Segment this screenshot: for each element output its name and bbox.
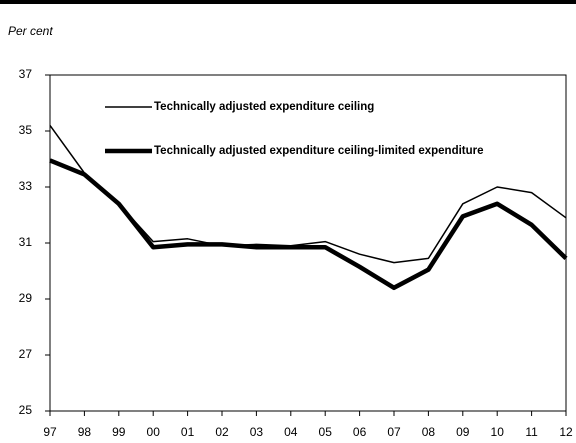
legend-label: Technically adjusted expenditure ceiling — [154, 101, 374, 113]
x-tick-label: 03 — [250, 425, 264, 439]
x-tick-label: 02 — [215, 425, 229, 439]
y-tick-label: 25 — [19, 403, 33, 417]
x-tick-label: 06 — [353, 425, 367, 439]
legend-label: Technically adjusted expenditure ceiling… — [154, 145, 484, 157]
y-tick-label: 35 — [19, 123, 33, 137]
x-tick-label: 09 — [456, 425, 470, 439]
x-tick-label: 10 — [491, 425, 505, 439]
series-line — [49, 158, 568, 291]
x-tick-label: 99 — [112, 425, 126, 439]
x-tick-label: 97 — [43, 425, 57, 439]
y-tick-label: 33 — [19, 179, 33, 193]
x-tick-label: 12 — [559, 425, 573, 439]
x-tick-label: 98 — [78, 425, 92, 439]
y-tick-label: 29 — [19, 291, 33, 305]
x-tick-label: 00 — [147, 425, 161, 439]
x-tick-label: 08 — [422, 425, 436, 439]
top-rule — [0, 0, 576, 4]
y-tick-label: 31 — [19, 235, 33, 249]
x-tick-label: 07 — [387, 425, 401, 439]
x-tick-label: 04 — [284, 425, 298, 439]
x-tick-label: 01 — [181, 425, 195, 439]
y-tick-label: 37 — [19, 67, 33, 81]
x-tick-label: 11 — [525, 425, 538, 439]
y-tick-label: 27 — [19, 347, 33, 361]
x-tick-label: 05 — [319, 425, 333, 439]
y-axis-label: Per cent — [8, 24, 53, 38]
